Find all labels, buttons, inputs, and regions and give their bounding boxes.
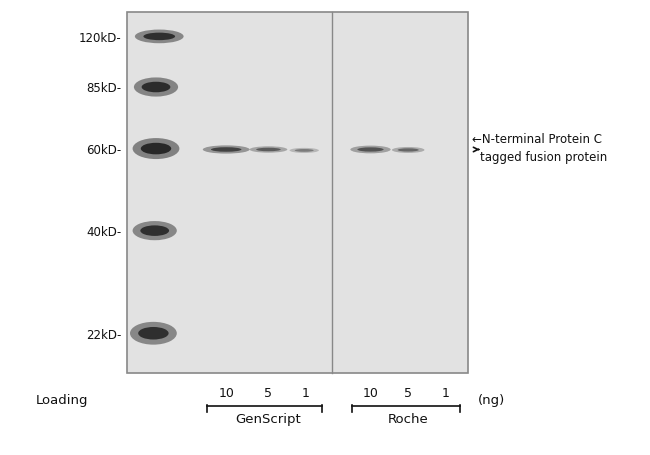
Ellipse shape xyxy=(203,146,250,154)
Ellipse shape xyxy=(256,148,281,152)
Ellipse shape xyxy=(134,78,178,97)
Ellipse shape xyxy=(135,30,183,44)
Ellipse shape xyxy=(138,327,168,340)
Text: ←N-terminal Protein C: ←N-terminal Protein C xyxy=(472,132,602,145)
Text: 22kD-: 22kD- xyxy=(86,328,122,341)
Text: 1: 1 xyxy=(441,386,449,399)
Text: Loading: Loading xyxy=(36,393,88,406)
Ellipse shape xyxy=(250,147,287,153)
Text: 40kD-: 40kD- xyxy=(86,226,122,238)
Text: 60kD-: 60kD- xyxy=(86,144,122,157)
Text: 10: 10 xyxy=(218,386,234,399)
Text: (ng): (ng) xyxy=(478,393,505,406)
Ellipse shape xyxy=(133,222,177,241)
Ellipse shape xyxy=(358,148,384,152)
Ellipse shape xyxy=(141,143,171,155)
Text: Roche: Roche xyxy=(388,412,428,425)
Ellipse shape xyxy=(350,147,391,154)
Ellipse shape xyxy=(144,34,175,41)
Ellipse shape xyxy=(142,82,170,93)
Text: 1: 1 xyxy=(302,386,309,399)
Ellipse shape xyxy=(290,148,319,154)
Text: 5: 5 xyxy=(404,386,412,399)
Ellipse shape xyxy=(392,147,424,154)
Ellipse shape xyxy=(133,139,179,160)
Ellipse shape xyxy=(211,148,241,152)
Text: 85kD-: 85kD- xyxy=(86,82,122,95)
Text: tagged fusion protein: tagged fusion protein xyxy=(480,151,607,163)
Ellipse shape xyxy=(130,322,177,345)
Ellipse shape xyxy=(398,149,419,152)
Text: 10: 10 xyxy=(363,386,378,399)
Ellipse shape xyxy=(294,150,314,152)
Text: GenScript: GenScript xyxy=(235,412,302,425)
Text: 5: 5 xyxy=(265,386,272,399)
Bar xyxy=(127,13,468,373)
Ellipse shape xyxy=(140,226,169,237)
Text: 120kD-: 120kD- xyxy=(79,32,122,45)
